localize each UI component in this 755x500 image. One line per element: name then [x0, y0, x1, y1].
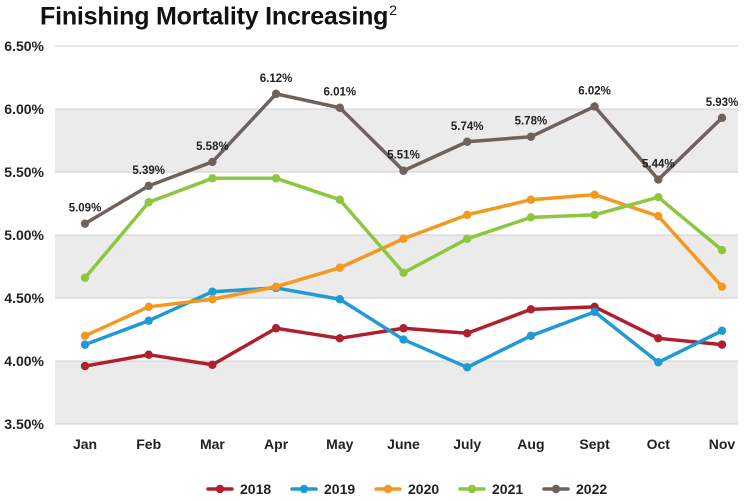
- x-tick-label: July: [453, 436, 481, 452]
- data-point-2020: [526, 195, 536, 204]
- x-tick-label: June: [387, 436, 420, 452]
- data-label-2022: 6.01%: [323, 87, 356, 99]
- data-point-2022: [654, 175, 663, 184]
- y-tick-label: 6.00%: [4, 101, 44, 117]
- data-point-2018: [717, 340, 727, 349]
- legend-label-2022: 2022: [576, 481, 607, 497]
- data-point-2022: [399, 166, 408, 175]
- data-point-2020: [208, 295, 217, 304]
- legend-marker-2021: [467, 484, 477, 494]
- y-tick-label: 5.50%: [4, 164, 44, 180]
- data-label-2022: 5.78%: [515, 116, 548, 128]
- data-point-2019: [208, 287, 217, 296]
- x-tick-label: Aug: [517, 436, 544, 452]
- x-tick-label: Mar: [200, 436, 225, 452]
- data-point-2020: [717, 282, 727, 291]
- data-label-2022: 6.12%: [260, 73, 293, 85]
- chart-title: Finishing Mortality Increasing2: [40, 2, 397, 31]
- data-point-2020: [335, 263, 344, 272]
- data-point-2022: [590, 102, 599, 111]
- data-point-2021: [335, 195, 344, 204]
- data-point-2021: [271, 174, 281, 183]
- data-label-2022: 6.02%: [578, 85, 611, 97]
- data-point-2019: [717, 326, 727, 335]
- data-point-2018: [144, 350, 153, 359]
- data-point-2018: [271, 324, 281, 333]
- legend-marker-2022: [551, 484, 561, 494]
- data-point-2020: [590, 190, 599, 199]
- data-label-2022: 5.74%: [451, 121, 484, 133]
- data-point-2022: [144, 181, 153, 191]
- data-point-2018: [463, 329, 472, 338]
- data-point-2019: [463, 363, 472, 372]
- legend-marker-2020: [383, 484, 393, 494]
- x-tick-label: Nov: [709, 436, 736, 452]
- legend-marker-2019: [299, 484, 309, 494]
- data-point-2020: [463, 210, 472, 220]
- data-label-2022: 5.51%: [387, 150, 420, 162]
- data-point-2021: [463, 234, 472, 243]
- x-tick-label: Apr: [264, 436, 289, 452]
- data-point-2021: [590, 210, 599, 220]
- y-tick-label: 5.00%: [4, 227, 44, 243]
- legend-label-2019: 2019: [324, 481, 355, 497]
- grid-band: [55, 361, 738, 424]
- data-point-2021: [399, 268, 408, 277]
- data-point-2022: [463, 137, 472, 146]
- data-point-2019: [144, 316, 153, 325]
- data-point-2019: [335, 295, 344, 304]
- y-tick-label: 4.50%: [4, 290, 44, 306]
- data-point-2019: [399, 335, 408, 344]
- data-point-2021: [654, 193, 663, 202]
- data-point-2021: [144, 198, 153, 207]
- x-tick-label: Sept: [579, 436, 610, 452]
- data-point-2022: [717, 113, 727, 123]
- data-point-2021: [80, 273, 90, 283]
- data-point-2020: [271, 282, 281, 291]
- data-point-2018: [526, 305, 536, 314]
- data-point-2020: [399, 234, 408, 243]
- data-point-2019: [526, 331, 536, 340]
- x-tick-label: Feb: [136, 436, 161, 452]
- title-superscript: 2: [389, 2, 397, 18]
- data-point-2019: [80, 340, 90, 349]
- data-point-2020: [654, 211, 663, 221]
- data-point-2022: [526, 132, 536, 141]
- data-point-2022: [80, 219, 90, 228]
- data-point-2021: [208, 174, 217, 183]
- data-point-2018: [208, 360, 217, 369]
- data-label-2022: 5.44%: [642, 159, 675, 171]
- x-tick-label: Jan: [73, 436, 97, 452]
- data-point-2022: [208, 157, 217, 167]
- data-point-2019: [590, 307, 599, 317]
- data-point-2018: [399, 324, 408, 333]
- legend-label-2021: 2021: [492, 481, 523, 497]
- data-point-2018: [654, 334, 663, 343]
- legend-marker-2018: [215, 484, 225, 494]
- x-tick-label: May: [326, 436, 353, 452]
- y-tick-label: 3.50%: [4, 416, 44, 432]
- data-point-2021: [526, 213, 536, 222]
- data-point-2020: [144, 302, 153, 312]
- y-tick-label: 4.00%: [4, 353, 44, 369]
- data-label-2022: 5.39%: [132, 165, 165, 177]
- legend-label-2020: 2020: [408, 481, 439, 497]
- data-label-2022: 5.09%: [69, 203, 102, 215]
- data-point-2022: [335, 103, 344, 112]
- data-point-2018: [80, 361, 90, 371]
- y-tick-label: 6.50%: [4, 38, 44, 54]
- data-point-2018: [335, 334, 344, 343]
- legend-label-2018: 2018: [240, 481, 271, 497]
- data-point-2022: [271, 89, 281, 99]
- data-point-2020: [80, 331, 90, 340]
- data-point-2021: [717, 245, 727, 255]
- data-label-2022: 5.58%: [196, 141, 229, 153]
- data-point-2019: [654, 358, 663, 367]
- x-tick-label: Oct: [647, 436, 671, 452]
- data-label-2022: 5.93%: [706, 97, 739, 109]
